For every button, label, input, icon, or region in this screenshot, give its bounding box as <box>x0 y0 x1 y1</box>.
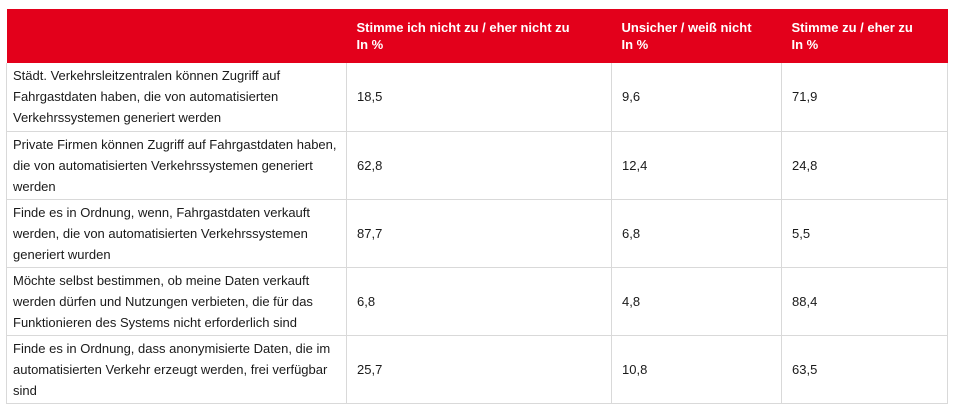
agree-value: 5,5 <box>781 199 948 268</box>
unsure-value: 12,4 <box>611 131 782 200</box>
unsure-value: 4,8 <box>611 267 782 336</box>
agree-value: 71,9 <box>781 63 948 132</box>
agree-value: 63,5 <box>781 335 948 404</box>
statement-cell: Möchte selbst bestimmen, ob meine Daten … <box>6 267 347 336</box>
disagree-value: 62,8 <box>346 131 612 200</box>
header-cell-unsure: Unsicher / weiß nicht In % <box>611 9 782 63</box>
agree-value: 88,4 <box>781 267 948 336</box>
header-cell-statement <box>6 9 347 63</box>
header-row: Stimme ich nicht zu / eher nicht zu In %… <box>6 9 948 63</box>
table-row: Private Firmen können Zugriff auf Fahrga… <box>6 131 948 200</box>
unsure-value: 10,8 <box>611 335 782 404</box>
table-body: Städt. Verkehrsleitzentralen können Zugr… <box>6 63 948 404</box>
table-row: Finde es in Ordnung, dass anonymisierte … <box>6 335 948 404</box>
disagree-value: 87,7 <box>346 199 612 268</box>
disagree-value: 6,8 <box>346 267 612 336</box>
unsure-value: 6,8 <box>611 199 782 268</box>
agree-value: 24,8 <box>781 131 948 200</box>
header-cell-disagree: Stimme ich nicht zu / eher nicht zu In % <box>346 9 612 63</box>
disagree-value: 18,5 <box>346 63 612 132</box>
statement-cell: Finde es in Ordnung, dass anonymisierte … <box>6 335 347 404</box>
statement-cell: Finde es in Ordnung, wenn, Fahrgastdaten… <box>6 199 347 268</box>
table-row: Finde es in Ordnung, wenn, Fahrgastdaten… <box>6 199 948 268</box>
table-row: Möchte selbst bestimmen, ob meine Daten … <box>6 267 948 336</box>
table-row: Städt. Verkehrsleitzentralen können Zugr… <box>6 63 948 132</box>
unsure-value: 9,6 <box>611 63 782 132</box>
statement-cell: Private Firmen können Zugriff auf Fahrga… <box>6 131 347 200</box>
statement-cell: Städt. Verkehrsleitzentralen können Zugr… <box>6 63 347 132</box>
disagree-value: 25,7 <box>346 335 612 404</box>
survey-table: Stimme ich nicht zu / eher nicht zu In %… <box>6 9 948 404</box>
table-header: Stimme ich nicht zu / eher nicht zu In %… <box>6 9 948 63</box>
header-cell-agree: Stimme zu / eher zu In % <box>781 9 948 63</box>
